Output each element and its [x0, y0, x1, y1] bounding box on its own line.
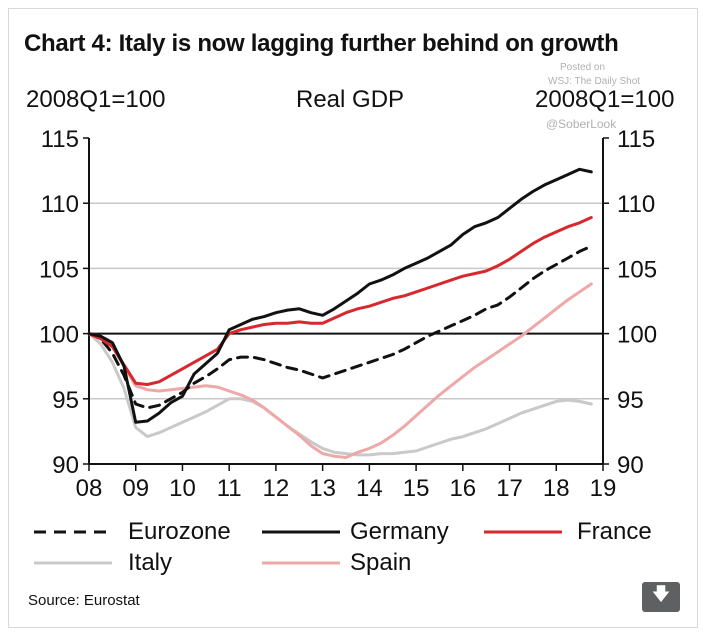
chart-title: Chart 4: Italy is now lagging further be… [24, 30, 619, 57]
legend-label-france: France [577, 518, 652, 545]
x-tick-label: 08 [76, 475, 103, 502]
y-tick-label-right: 115 [617, 126, 655, 153]
series-line-france [87, 216, 593, 386]
source-note: Source: Eurostat [28, 592, 140, 609]
y-tick-label-left: 90 [52, 452, 79, 479]
x-tick-label: 19 [590, 475, 617, 502]
series-line-eurozone [87, 244, 593, 410]
y-tick-label-right: 105 [617, 256, 657, 283]
x-tick-label: 16 [449, 475, 476, 502]
series-line-germany [87, 167, 593, 424]
right-axis-unit: 2008Q1=100 [535, 86, 675, 113]
left-axis-unit: 2008Q1=100 [26, 86, 166, 113]
x-tick-label: 09 [122, 475, 149, 502]
y-tick-label-right: 100 [617, 322, 657, 349]
y-tick-label-left: 95 [52, 387, 79, 414]
watermark-line1: Posted on [560, 62, 606, 73]
series-line-spain [87, 282, 593, 459]
x-tick-label: 12 [263, 475, 290, 502]
legend-label-germany: Germany [350, 518, 449, 545]
chart-frame [8, 8, 698, 628]
y-tick-label-left: 100 [39, 322, 79, 349]
x-tick-label: 18 [543, 475, 570, 502]
legend-label-eurozone: Eurozone [128, 518, 231, 545]
chart-label: Real GDP [296, 86, 405, 113]
legend-label-italy: Italy [128, 549, 173, 576]
y-tick-label-right: 90 [617, 452, 644, 479]
download-button[interactable]: 🡇 [642, 582, 680, 612]
y-tick-label-left: 105 [39, 256, 79, 283]
y-tick-label-left: 110 [41, 191, 79, 218]
x-tick-label: 15 [403, 475, 430, 502]
x-tick-label: 10 [169, 475, 196, 502]
x-tick-label: 13 [309, 475, 336, 502]
x-tick-label: 17 [496, 475, 523, 502]
y-tick-label-right: 95 [617, 387, 644, 414]
download-icon: 🡇 [651, 584, 671, 604]
watermark-line2: WSJ: The Daily Shot [548, 76, 641, 87]
y-tick-label-right: 110 [617, 191, 655, 218]
legend-label-spain: Spain [350, 549, 412, 576]
x-tick-label: 14 [356, 475, 383, 502]
series-line-italy [87, 332, 593, 457]
line-chart: 90 90 95 95 100 100 105 105 110 110 115 115 08 09 10 11… [34, 126, 657, 565]
y-tick-label-left: 115 [41, 126, 79, 153]
watermark-line3: @SoberLook [546, 117, 617, 131]
x-tick-label: 11 [217, 475, 242, 502]
